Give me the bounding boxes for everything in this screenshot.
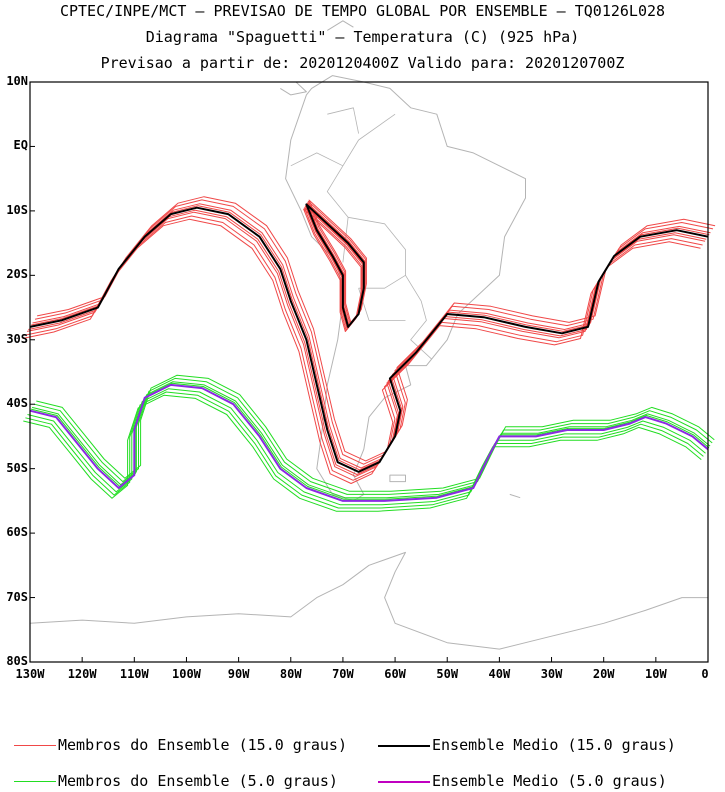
border-line (405, 275, 432, 360)
lat-label: 70S (6, 589, 28, 604)
members-5-contours (23, 374, 715, 512)
member-15-contour (24, 215, 703, 481)
legend-mean15-swatch (378, 745, 430, 747)
member-15-contour (26, 211, 706, 477)
lon-label: 60W (384, 667, 406, 681)
member-15-contour (31, 205, 710, 471)
lat-label: 50S (6, 460, 28, 475)
lat-label: EQ (13, 138, 28, 153)
lat-label: 30S (6, 331, 28, 346)
legend-members15-swatch (14, 745, 56, 746)
member-5-contour (27, 388, 706, 506)
legend-members5-label: Membros do Ensemble (5.0 graus) (58, 772, 338, 790)
lon-label: 30W (540, 667, 563, 681)
lon-label: 0 (701, 667, 709, 681)
lon-label: 90W (227, 667, 250, 681)
legend-mean5-label: Ensemble Medio (5.0 graus) (432, 772, 667, 790)
lon-label: 100W (172, 667, 201, 681)
member-5-contour (36, 374, 715, 492)
member-5-contour (31, 381, 711, 499)
legend-members15-label: Membros do Ensemble (15.0 graus) (58, 736, 347, 754)
member-5-contour (30, 382, 710, 500)
coastlines (29, 20, 708, 650)
lat-label: 60S (6, 525, 28, 540)
ensemble-mean-contours (29, 203, 709, 502)
border-line (327, 107, 359, 134)
lon-label: 70W (332, 667, 354, 681)
lon-label: 120W (67, 667, 97, 681)
axis-ticks (29, 81, 709, 663)
coastline-caribbean (327, 20, 354, 31)
legend-members5-swatch (14, 781, 56, 782)
coastline-south-georgia (509, 493, 521, 499)
lon-label: 80W (279, 667, 302, 681)
mean-5-contour (29, 383, 709, 502)
member-5-contour (34, 377, 713, 495)
lat-label: 10S (6, 202, 28, 217)
lon-label: 10W (645, 667, 667, 681)
member-5-contour (23, 394, 702, 512)
border-line (326, 113, 396, 263)
coastline-antarctica (29, 551, 708, 650)
lon-label: 40W (488, 667, 511, 681)
header-validity: Previsao a partir de: 2020120400Z Valido… (100, 54, 625, 72)
legend-mean5-swatch (378, 781, 430, 783)
member-15-contour (22, 218, 701, 484)
border-line (358, 288, 406, 321)
member-5-contour (25, 391, 704, 509)
lon-label: 110W (119, 667, 149, 681)
mean-15-contour-inner (305, 203, 365, 328)
lat-label: 10N (6, 74, 28, 88)
legend-mean15-label: Ensemble Medio (15.0 graus) (432, 736, 676, 754)
coastline-falklands (389, 474, 406, 483)
lat-label: 20S (6, 267, 28, 282)
members-15-contours (22, 196, 716, 484)
map-frame (29, 81, 709, 663)
lat-label: 40S (6, 396, 28, 411)
member-15-contour (32, 203, 711, 469)
header-subtitle: Diagrama "Spaguetti" – Temperatura (C) (… (145, 28, 580, 46)
lon-label: 20W (592, 667, 615, 681)
lon-label: 130W (15, 667, 45, 681)
header-title: CPTEC/INPE/MCT – PREVISAO DE TEMPO GLOBA… (59, 2, 666, 20)
coastline-central-america (275, 81, 307, 96)
mean-15-contour (29, 206, 709, 473)
lat-label: 80S (6, 654, 28, 668)
border-line (348, 216, 406, 289)
lon-label: 50W (436, 667, 459, 681)
border-line (290, 152, 344, 167)
